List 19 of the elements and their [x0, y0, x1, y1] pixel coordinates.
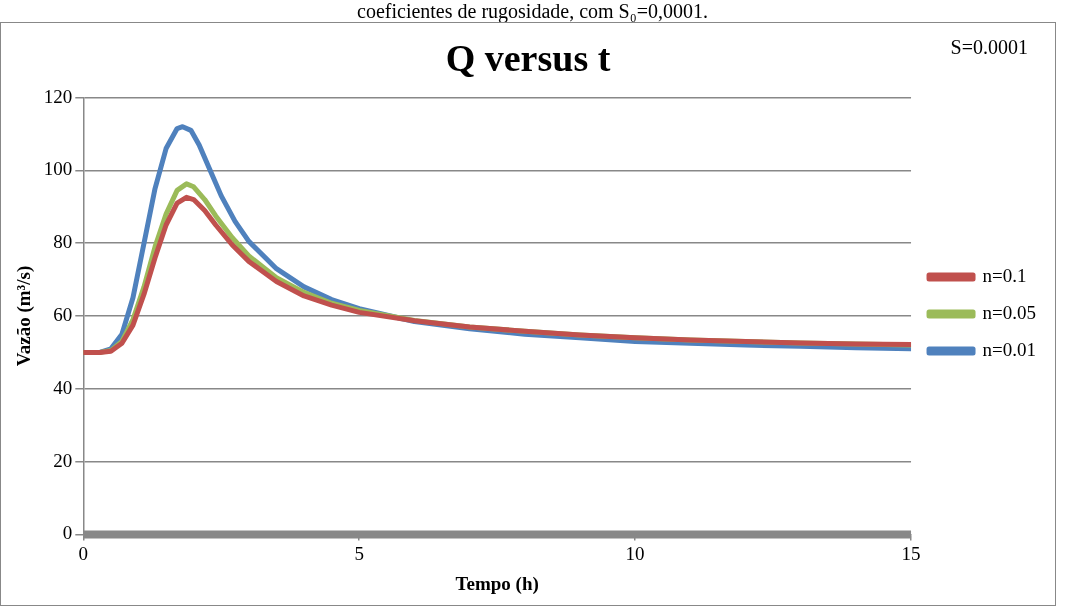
x-tick-label: 5	[354, 542, 364, 564]
y-tick-label: 20	[53, 449, 73, 471]
x-tick-label: 10	[625, 542, 645, 564]
y-tick-label: 40	[53, 376, 73, 398]
text: S=0.0001	[950, 36, 1028, 59]
y-tick-label: 80	[53, 231, 73, 253]
x-axis-title: Tempo (h)	[455, 572, 539, 595]
chart-title: Q versus t	[445, 36, 611, 79]
y-tick-label: 120	[43, 85, 73, 107]
text: coeficientes de rugosidade, com S₀=0,0001.	[356, 0, 709, 22]
x-tick-label: 0	[78, 542, 89, 564]
y-tick-label: 0	[62, 522, 73, 544]
legend-label: n=0.05	[982, 301, 1036, 323]
y-axis-title: Vazão (m³/s)	[13, 265, 36, 367]
legend-label: n=0.01	[982, 338, 1036, 360]
y-tick-label: 100	[43, 158, 73, 180]
legend-label: n=0.1	[982, 264, 1027, 286]
y-tick-label: 60	[53, 303, 73, 325]
x-tick-label: 15	[901, 542, 921, 564]
